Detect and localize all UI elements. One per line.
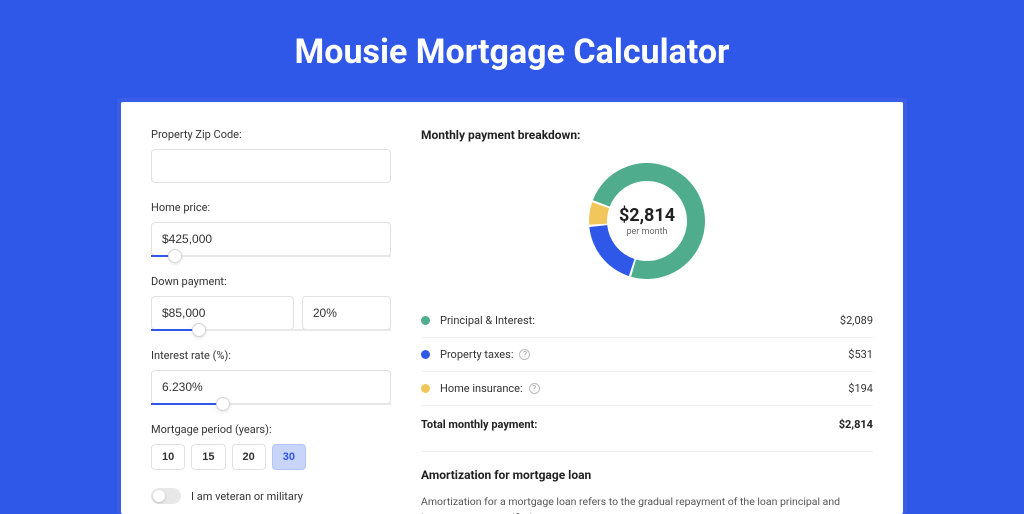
down-payment-label: Down payment: <box>151 275 391 288</box>
legend-dot <box>421 316 430 325</box>
amortization-heading: Amortization for mortgage loan <box>421 468 873 482</box>
amortization-text: Amortization for a mortgage loan refers … <box>421 494 873 514</box>
interest-rate-input[interactable] <box>151 370 391 404</box>
down-payment-amount-input[interactable] <box>151 296 294 330</box>
amortization-section: Amortization for mortgage loan Amortizat… <box>421 451 873 514</box>
legend-value: $2,089 <box>840 314 873 327</box>
interest-rate-label: Interest rate (%): <box>151 349 391 362</box>
calculator-card: Property Zip Code: Home price: Down paym… <box>121 102 903 514</box>
home-price-field: Home price: <box>151 201 391 257</box>
legend-label: Home insurance:? <box>440 382 848 395</box>
legend: Principal & Interest:$2,089Property taxe… <box>421 304 873 405</box>
total-row: Total monthly payment: $2,814 <box>421 405 873 443</box>
down-payment-field: Down payment: <box>151 275 391 331</box>
donut-center-sub: per month <box>626 227 667 237</box>
info-icon[interactable]: ? <box>529 383 540 394</box>
veteran-row: I am veteran or military <box>151 488 391 504</box>
home-price-slider-thumb[interactable] <box>168 249 182 263</box>
inputs-panel: Property Zip Code: Home price: Down paym… <box>151 128 391 514</box>
donut-center-amount: $2,814 <box>619 205 675 226</box>
period-option-30[interactable]: 30 <box>272 444 306 470</box>
veteran-label: I am veteran or military <box>191 490 303 503</box>
calculator-card-outer: Property Zip Code: Home price: Down paym… <box>117 98 907 514</box>
info-icon[interactable]: ? <box>519 349 530 360</box>
period-option-20[interactable]: 20 <box>232 444 266 470</box>
home-price-slider[interactable] <box>151 255 391 257</box>
veteran-toggle[interactable] <box>151 488 181 504</box>
home-price-label: Home price: <box>151 201 391 214</box>
zip-label: Property Zip Code: <box>151 128 391 141</box>
legend-row: Principal & Interest:$2,089 <box>421 304 873 338</box>
legend-value: $531 <box>848 348 873 361</box>
legend-dot <box>421 350 430 359</box>
legend-label: Property taxes:? <box>440 348 848 361</box>
period-options: 1015 2030 <box>151 444 391 470</box>
interest-rate-slider[interactable] <box>151 403 391 405</box>
interest-rate-field: Interest rate (%): <box>151 349 391 405</box>
interest-rate-slider-thumb[interactable] <box>216 397 230 411</box>
donut-chart: $2,814 per month <box>421 156 873 286</box>
total-label: Total monthly payment: <box>421 418 537 431</box>
interest-rate-slider-fill <box>151 403 223 405</box>
breakdown-panel: Monthly payment breakdown: $2,814 per mo… <box>421 128 873 514</box>
zip-input[interactable] <box>151 149 391 183</box>
legend-value: $194 <box>848 382 873 395</box>
legend-row: Home insurance:?$194 <box>421 372 873 405</box>
period-label: Mortgage period (years): <box>151 423 391 436</box>
legend-label: Principal & Interest: <box>440 314 840 327</box>
legend-dot <box>421 384 430 393</box>
home-price-input[interactable] <box>151 222 391 256</box>
donut-slice <box>589 202 609 224</box>
page-title: Mousie Mortgage Calculator <box>0 0 1024 98</box>
down-payment-slider[interactable] <box>151 329 391 331</box>
down-payment-slider-thumb[interactable] <box>192 323 206 337</box>
period-option-10[interactable]: 10 <box>151 444 185 470</box>
down-payment-percent-input[interactable] <box>302 296 391 330</box>
legend-row: Property taxes:?$531 <box>421 338 873 372</box>
donut-svg: $2,814 per month <box>582 156 712 286</box>
total-value: $2,814 <box>839 418 873 431</box>
zip-field: Property Zip Code: <box>151 128 391 183</box>
period-field: Mortgage period (years): 1015 2030 <box>151 423 391 470</box>
period-option-15[interactable]: 15 <box>191 444 225 470</box>
breakdown-heading: Monthly payment breakdown: <box>421 128 873 142</box>
